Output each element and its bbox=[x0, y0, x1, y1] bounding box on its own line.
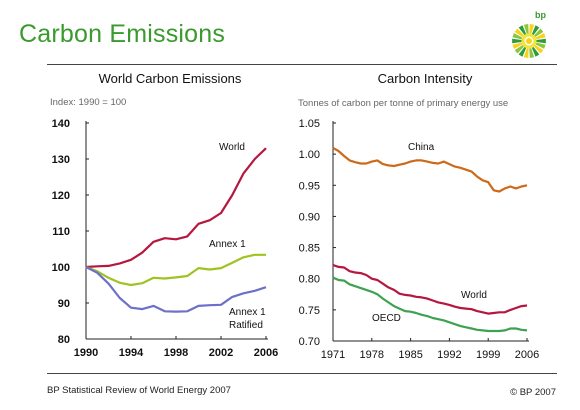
x-tick-label: 1994 bbox=[119, 347, 144, 359]
helios-ray bbox=[534, 45, 544, 54]
chart-subtitle: Index: 1990 = 100 bbox=[50, 97, 126, 108]
y-tick-label: 110 bbox=[52, 226, 70, 238]
helios-rays bbox=[512, 24, 546, 58]
helios-ray bbox=[514, 45, 524, 54]
bp-helios-logo: bp bbox=[512, 10, 546, 58]
series-label-annex-1-ratified: Ratified bbox=[229, 320, 263, 331]
y-tick-label: 140 bbox=[52, 118, 70, 130]
y-tick-label: 0.80 bbox=[299, 274, 320, 286]
x-tick-label: 2002 bbox=[209, 347, 233, 359]
helios-ray bbox=[531, 46, 540, 57]
x-tick-label: 1971 bbox=[321, 349, 345, 361]
bottom-divider bbox=[47, 373, 557, 374]
x-tick-label: 1985 bbox=[398, 349, 422, 361]
helios-ray bbox=[512, 33, 523, 40]
x-tick-label: 1998 bbox=[164, 347, 188, 359]
series-line-world bbox=[85, 147, 267, 269]
series-line-oecd bbox=[332, 276, 528, 333]
x-tick-label: 1990 bbox=[74, 347, 98, 359]
helios-ray bbox=[529, 24, 535, 34]
bp-logo-text: bp bbox=[535, 10, 546, 20]
series-label-china: China bbox=[408, 142, 435, 153]
chart-subtitle: Tonnes of carbon per tonne of primary en… bbox=[298, 98, 508, 109]
series-label-annex-1: Annex 1 bbox=[209, 239, 246, 250]
y-tick-label: 120 bbox=[52, 190, 70, 202]
top-divider bbox=[47, 64, 557, 65]
y-tick-label: 0.75 bbox=[299, 305, 320, 317]
y-tick-label: 0.95 bbox=[299, 180, 320, 192]
x-tick-label: 2006 bbox=[515, 349, 539, 361]
series-line-world bbox=[332, 263, 528, 315]
chart-title: Carbon Intensity bbox=[378, 71, 473, 86]
y-tick-label: 80 bbox=[58, 334, 70, 346]
x-tick-label: 1978 bbox=[360, 349, 384, 361]
copyright-note: © BP 2007 bbox=[510, 387, 556, 398]
series-label-world: World bbox=[219, 142, 245, 153]
helios-ray bbox=[536, 38, 546, 44]
y-tick-label: 0.90 bbox=[299, 211, 320, 223]
helios-ray bbox=[523, 24, 529, 34]
x-tick-label: 1992 bbox=[437, 349, 461, 361]
helios-ray bbox=[534, 28, 544, 37]
helios-ray bbox=[535, 33, 546, 40]
y-tick-label: 0.85 bbox=[299, 243, 320, 255]
y-tick-label: 130 bbox=[52, 154, 70, 166]
helios-ray bbox=[518, 25, 527, 36]
x-tick-label: 1999 bbox=[476, 349, 500, 361]
y-tick-label: 90 bbox=[58, 298, 70, 310]
helios-ray bbox=[529, 48, 535, 58]
series-line-annex-1-ratified bbox=[85, 266, 267, 313]
series-label-world: World bbox=[461, 290, 487, 301]
page-title: Carbon Emissions bbox=[19, 20, 226, 48]
helios-ray bbox=[531, 25, 540, 36]
helios-ray bbox=[512, 38, 522, 44]
y-tick-label: 1.00 bbox=[299, 149, 320, 161]
series-line-china bbox=[332, 146, 528, 193]
series-label-annex-1-ratified: Annex 1 bbox=[229, 307, 266, 318]
y-tick-label: 0.70 bbox=[299, 336, 320, 348]
y-tick-label: 100 bbox=[52, 262, 70, 274]
source-note: BP Statistical Review of World Energy 20… bbox=[47, 385, 231, 396]
helios-ray bbox=[512, 42, 523, 49]
helios-ray bbox=[535, 42, 546, 49]
chart-title: World Carbon Emissions bbox=[99, 71, 242, 86]
series-line-annex-1 bbox=[85, 253, 266, 287]
helios-ray bbox=[514, 28, 524, 37]
helios-ray bbox=[523, 48, 529, 58]
y-tick-label: 1.05 bbox=[299, 118, 320, 130]
series-label-oecd: OECD bbox=[372, 313, 401, 324]
helios-ray bbox=[518, 46, 527, 57]
x-tick-label: 2006 bbox=[254, 347, 278, 359]
